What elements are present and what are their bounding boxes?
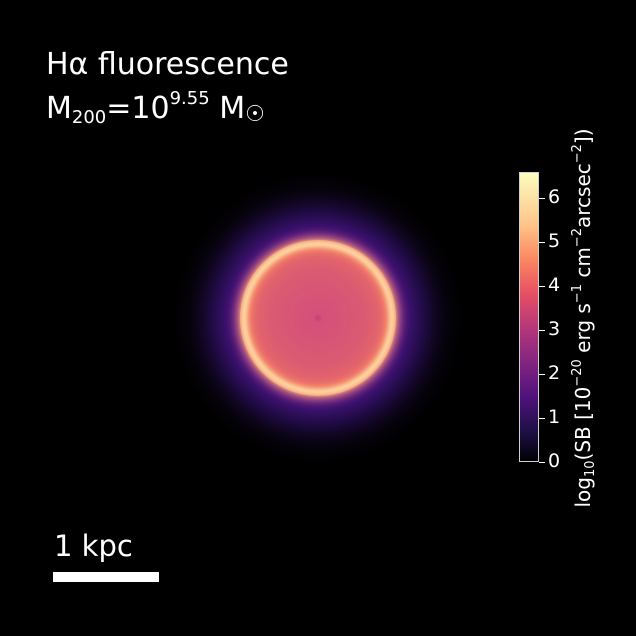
mass-subscript: 200 [71, 107, 107, 128]
colorbar-tick-mark [539, 373, 545, 375]
inner-disc [240, 240, 396, 396]
colorbar-tick-label: 3 [548, 318, 561, 341]
mass-unit: M [219, 91, 246, 126]
colorbar-tick-mark [539, 417, 545, 419]
colorbar-tick-label: 1 [548, 406, 561, 429]
mass-prefix: M [46, 91, 72, 126]
bright-ring [241, 241, 395, 395]
colorbar-tick-label: 6 [548, 186, 561, 209]
halo-mass-label: M200=109.55 M☉ [46, 90, 265, 127]
colorbar-tick-label: 4 [548, 274, 561, 297]
colorbar-tick-label: 2 [548, 362, 561, 385]
colorbar-tick-label: 0 [548, 450, 561, 472]
colorbar-tick-mark [539, 285, 545, 287]
colorbar-tick-mark [539, 197, 545, 199]
colorbar-label: log10(SB [10−20 erg s−1 cm−2arcsec−2]) [570, 128, 598, 508]
colorbar-tick-label: 5 [548, 230, 561, 253]
mass-equals: =10 [106, 91, 170, 126]
scale-bar-label: 1 kpc [54, 529, 133, 563]
solar-symbol: ☉ [245, 102, 265, 127]
colorbar [519, 172, 539, 462]
colorbar-tick-mark [539, 461, 545, 463]
colorbar-tick-mark [539, 241, 545, 243]
plot-title: Hα fluorescence [46, 47, 289, 82]
scale-bar [53, 572, 159, 582]
mass-exponent: 9.55 [169, 88, 210, 109]
colorbar-tick-mark [539, 329, 545, 331]
